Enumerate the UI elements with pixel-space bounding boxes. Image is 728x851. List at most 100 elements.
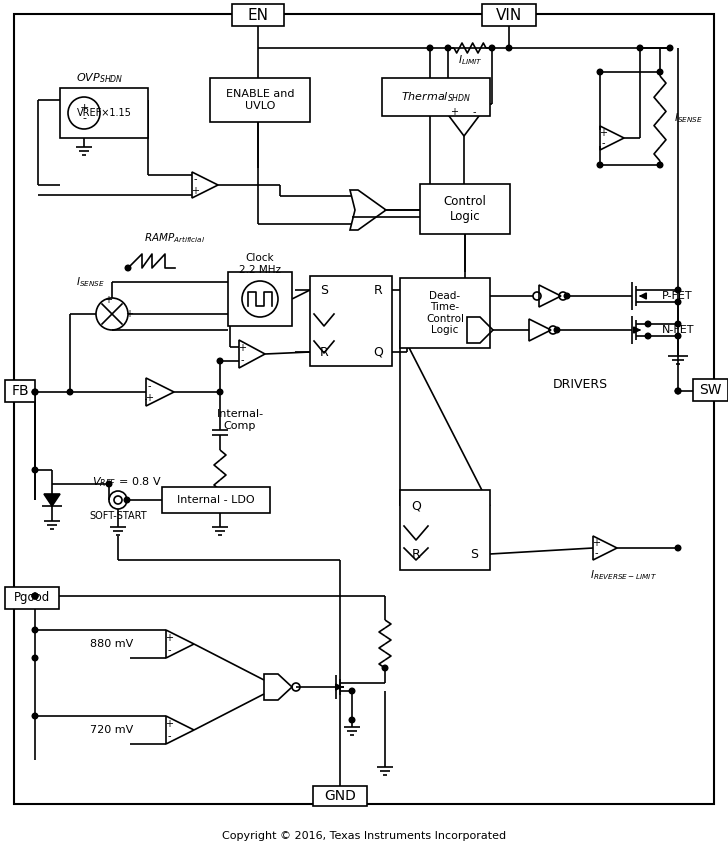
Circle shape: [349, 688, 355, 694]
Text: Q: Q: [411, 500, 421, 512]
Text: $I_{LIMIT}$: $I_{LIMIT}$: [458, 53, 482, 67]
Text: SOFT-START: SOFT-START: [90, 511, 147, 521]
Text: N-FET: N-FET: [662, 325, 695, 335]
Circle shape: [125, 266, 131, 271]
Text: $Thermal_{SHDN}$: $Thermal_{SHDN}$: [401, 90, 471, 104]
Circle shape: [597, 69, 603, 75]
Polygon shape: [44, 494, 60, 506]
Bar: [162, 487, 270, 513]
Text: $OVP_{SHDN}$: $OVP_{SHDN}$: [76, 71, 124, 85]
Circle shape: [217, 358, 223, 363]
Text: EN: EN: [248, 8, 269, 22]
Circle shape: [32, 389, 38, 395]
Text: R: R: [320, 346, 328, 358]
Text: -: -: [147, 381, 151, 391]
Bar: [400, 490, 490, 570]
Text: Dead-
Time-
Control
Logic: Dead- Time- Control Logic: [426, 290, 464, 335]
Text: 720 mV: 720 mV: [90, 725, 133, 735]
Text: Copyright © 2016, Texas Instruments Incorporated: Copyright © 2016, Texas Instruments Inco…: [222, 831, 506, 841]
Bar: [210, 78, 310, 122]
Circle shape: [32, 627, 38, 633]
Text: +: +: [592, 538, 600, 548]
Circle shape: [446, 45, 451, 51]
Circle shape: [32, 655, 38, 660]
Text: +: +: [79, 103, 89, 113]
Bar: [313, 786, 367, 806]
Circle shape: [124, 497, 130, 503]
Text: -: -: [240, 355, 244, 365]
Text: R: R: [373, 283, 382, 296]
Text: Q: Q: [373, 346, 383, 358]
Circle shape: [657, 163, 662, 168]
Text: 880 mV: 880 mV: [90, 639, 133, 649]
Circle shape: [645, 321, 651, 327]
Circle shape: [32, 593, 38, 599]
Text: S: S: [470, 547, 478, 561]
Circle shape: [67, 389, 73, 395]
Text: +: +: [125, 309, 133, 319]
Text: -: -: [167, 645, 171, 655]
Circle shape: [106, 481, 112, 487]
Text: R: R: [411, 547, 420, 561]
Text: -: -: [594, 548, 598, 558]
Text: +: +: [599, 128, 607, 138]
Circle shape: [637, 45, 643, 51]
Text: -: -: [167, 731, 171, 741]
Circle shape: [675, 321, 681, 327]
Bar: [382, 78, 490, 116]
Text: S: S: [320, 283, 328, 296]
Text: $I_{SENSE}$: $I_{SENSE}$: [674, 111, 703, 125]
Circle shape: [645, 334, 651, 339]
Bar: [60, 88, 148, 138]
Bar: [5, 587, 59, 609]
Circle shape: [675, 545, 681, 551]
Circle shape: [32, 713, 38, 719]
Text: ENABLE and
UVLO: ENABLE and UVLO: [226, 89, 294, 111]
Text: +: +: [450, 107, 458, 117]
Circle shape: [675, 388, 681, 394]
Circle shape: [489, 45, 495, 51]
Bar: [228, 272, 292, 326]
Circle shape: [657, 69, 662, 75]
Bar: [232, 4, 284, 26]
Text: FB: FB: [11, 384, 29, 398]
Circle shape: [554, 327, 560, 333]
Text: Internal-
Comp: Internal- Comp: [216, 409, 264, 431]
Text: -: -: [82, 113, 86, 123]
Circle shape: [382, 665, 388, 671]
Circle shape: [675, 300, 681, 305]
Text: GND: GND: [324, 789, 356, 803]
Circle shape: [667, 45, 673, 51]
Text: $RAMP_{Artificial}$: $RAMP_{Artificial}$: [144, 231, 206, 245]
Text: SW: SW: [700, 383, 721, 397]
Circle shape: [675, 287, 681, 293]
Circle shape: [675, 388, 681, 394]
Text: Internal - LDO: Internal - LDO: [177, 495, 255, 505]
Text: -: -: [472, 107, 476, 117]
Bar: [420, 184, 510, 234]
Text: -: -: [193, 174, 197, 184]
Circle shape: [32, 593, 38, 599]
Text: -: -: [601, 138, 605, 148]
Text: Clock
2.2 MHz: Clock 2.2 MHz: [239, 254, 281, 275]
Circle shape: [597, 163, 603, 168]
Text: DRIVERS: DRIVERS: [553, 379, 608, 391]
Circle shape: [427, 45, 433, 51]
Text: Pgood: Pgood: [14, 591, 50, 604]
Text: +: +: [238, 343, 246, 353]
Circle shape: [217, 389, 223, 395]
Bar: [693, 379, 728, 401]
Circle shape: [349, 717, 355, 722]
Circle shape: [564, 294, 570, 299]
Text: $I_{REVERSE-LIMIT}$: $I_{REVERSE-LIMIT}$: [590, 568, 657, 582]
Text: $I_{SENSE}$: $I_{SENSE}$: [76, 275, 105, 288]
Text: P-FET: P-FET: [662, 291, 692, 301]
Text: Control
Logic: Control Logic: [443, 195, 486, 223]
Text: VREF×1.15: VREF×1.15: [76, 108, 132, 118]
Bar: [400, 278, 490, 348]
Text: +: +: [191, 186, 199, 196]
Bar: [5, 380, 35, 402]
Circle shape: [32, 593, 38, 599]
Text: +: +: [104, 295, 112, 305]
Text: +: +: [145, 393, 153, 403]
